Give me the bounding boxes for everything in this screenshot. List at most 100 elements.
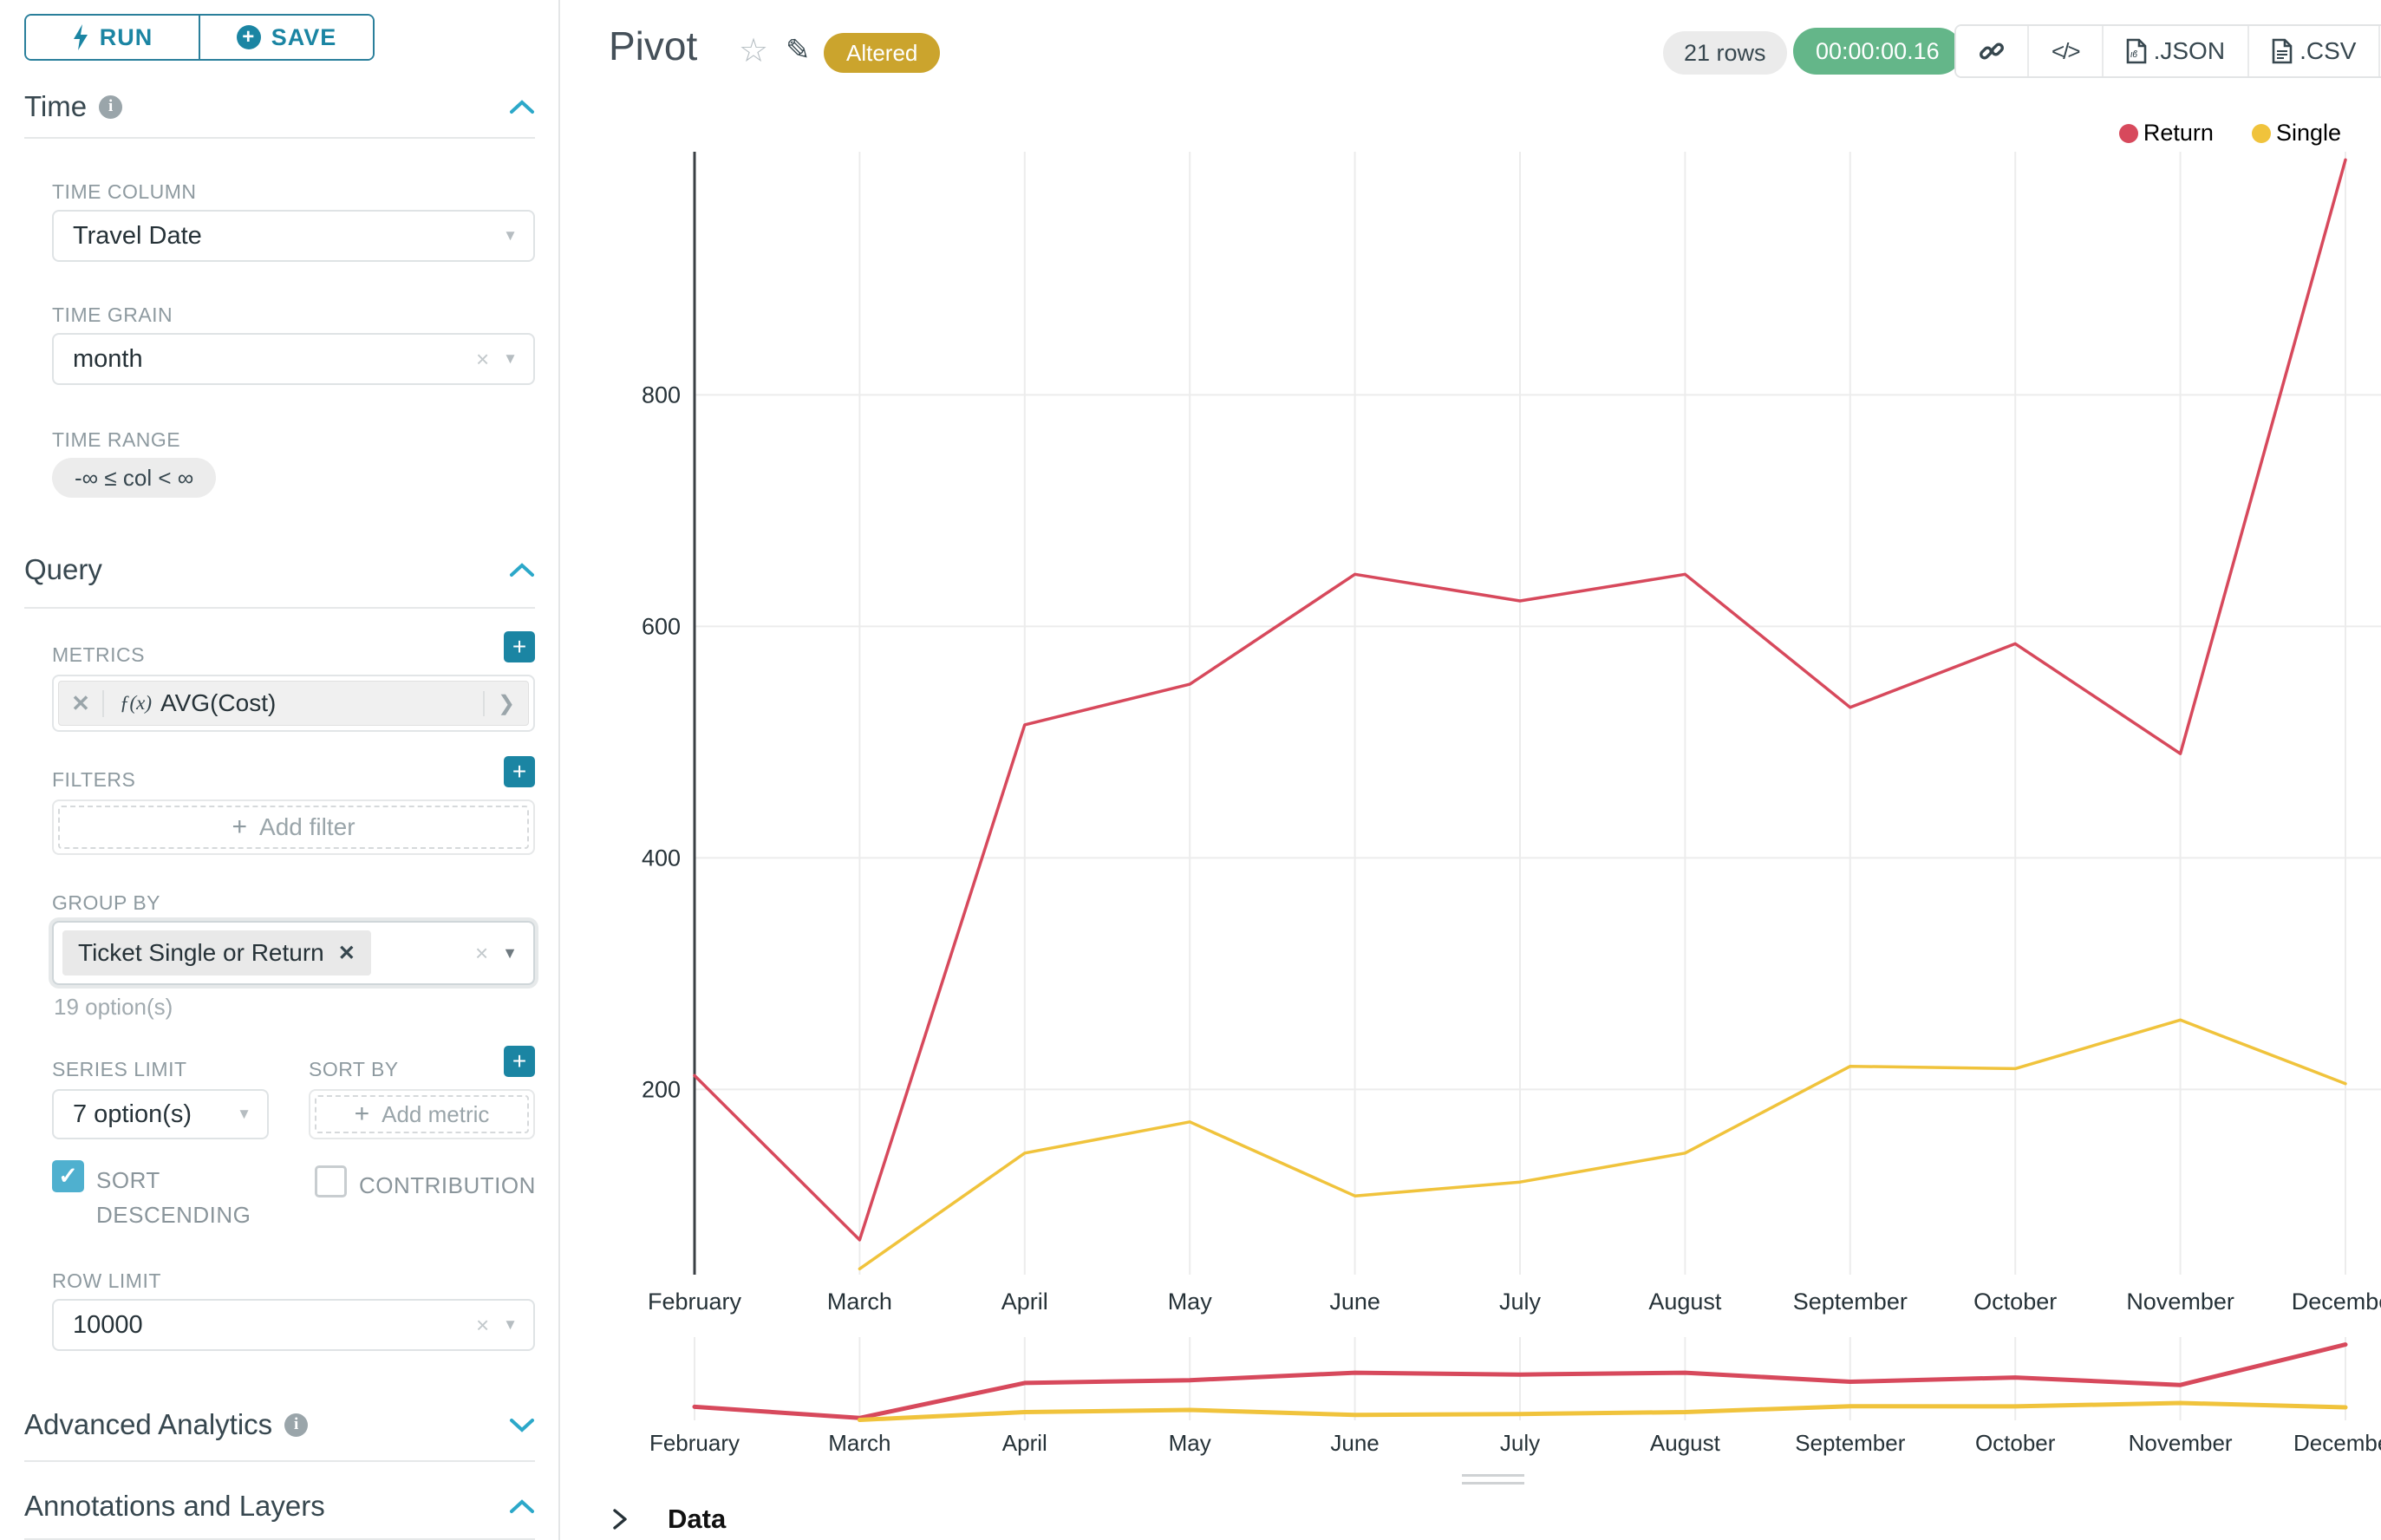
mini-x-axis-tick-label: August: [1650, 1430, 1721, 1456]
series-line-single: [857, 1400, 2348, 1422]
run-save-button-group: RUN + SAVE: [24, 14, 375, 61]
export-toolbar: </> ιϐ .JSON .CSV ≡: [1954, 24, 2381, 78]
save-label: SAVE: [271, 23, 337, 50]
chevron-up-icon[interactable]: [509, 99, 535, 114]
contribution-control[interactable]: CONTRIBUTION: [315, 1165, 540, 1203]
export-json-button[interactable]: ιϐ .JSON: [2101, 26, 2248, 76]
series-limit-value: 7 option(s): [73, 1100, 192, 1128]
info-icon: i: [284, 1413, 309, 1437]
remove-tag-icon[interactable]: ✕: [337, 941, 356, 965]
save-button[interactable]: + SAVE: [199, 16, 373, 59]
clear-icon[interactable]: ×: [475, 345, 490, 372]
x-axis-tick-label: October: [1973, 1289, 2057, 1315]
metric-value: AVG(Cost): [160, 689, 277, 716]
clear-icon[interactable]: ×: [475, 1311, 490, 1338]
clear-icon[interactable]: ×: [474, 939, 489, 966]
add-metric-button[interactable]: +: [504, 631, 535, 662]
groupby-select[interactable]: Ticket Single or Return ✕ × ▼: [52, 921, 535, 985]
legend-item[interactable]: Single: [2251, 120, 2341, 147]
query-section-title: Query: [24, 553, 102, 585]
contribution-checkbox[interactable]: [315, 1165, 347, 1197]
groupby-tag-label: Ticket Single or Return: [78, 939, 324, 966]
groupby-tag[interactable]: Ticket Single or Return ✕: [62, 930, 371, 976]
advanced-analytics-title: Advanced Analytics: [24, 1408, 273, 1440]
chevron-up-icon[interactable]: [509, 1498, 535, 1514]
filters-field: + Add filter: [52, 799, 535, 855]
add-filter-dropzone[interactable]: + Add filter: [58, 806, 529, 849]
expand-metric-icon[interactable]: ❯: [483, 690, 528, 716]
altered-badge[interactable]: Altered: [824, 33, 941, 73]
add-sort-metric-dropzone[interactable]: + Add metric: [315, 1095, 529, 1133]
row-limit-select[interactable]: 10000 × ▼: [52, 1299, 535, 1351]
time-section-header[interactable]: Time i: [24, 88, 535, 125]
range-selector-chart[interactable]: February March April May June July August Septe…: [560, 1337, 2381, 1467]
data-panel-header[interactable]: Data: [610, 1504, 726, 1535]
mini-x-axis-tick-label: November: [2129, 1430, 2233, 1456]
control-panel: RUN + SAVE Time i TIME COLUMN Travel Dat…: [0, 0, 560, 1540]
y-axis-tick-label: 400: [642, 845, 681, 871]
legend-item[interactable]: Return: [2118, 120, 2214, 147]
chart-panel: Pivot ☆ ✎ Altered 21 rows 00:00:00.16 </…: [560, 0, 2381, 1540]
favorite-star-icon[interactable]: ☆: [739, 33, 769, 69]
time-column-select[interactable]: Travel Date ▼: [52, 210, 535, 262]
mini-x-axis-tick-label: March: [828, 1430, 890, 1456]
chevron-right-icon: [613, 1509, 627, 1530]
export-csv-button[interactable]: .CSV: [2247, 26, 2379, 76]
time-grain-value: month: [73, 344, 143, 373]
info-icon: i: [99, 95, 123, 119]
add-sort-metric-button[interactable]: +: [504, 1046, 535, 1077]
panel-resize-handle[interactable]: [1462, 1474, 1524, 1485]
line-chart[interactable]: 200 400 600 800 February March April May June Jul…: [560, 130, 2381, 1337]
row-limit-label: ROW LIMIT: [52, 1269, 161, 1292]
metrics-field: ✕ ƒ(x) AVG(Cost) ❯: [52, 675, 535, 732]
row-limit-value: 10000: [73, 1310, 143, 1339]
remove-metric-icon[interactable]: ✕: [59, 689, 104, 717]
time-column-label: TIME COLUMN: [52, 180, 197, 203]
time-range-pill[interactable]: -∞ ≤ col < ∞: [52, 458, 217, 498]
caret-down-icon: ▼: [502, 943, 518, 962]
row-count-badge: 21 rows: [1663, 31, 1787, 75]
sort-by-field: + Add metric: [309, 1089, 535, 1139]
sort-by-label: SORT BY: [309, 1058, 399, 1080]
add-filter-button[interactable]: +: [504, 756, 535, 787]
lightning-icon: [73, 24, 88, 50]
code-icon: </>: [2052, 37, 2081, 64]
metric-pill[interactable]: ✕ ƒ(x) AVG(Cost) ❯: [58, 681, 529, 726]
query-timer-badge: 00:00:00.16: [1793, 28, 1962, 75]
series-limit-label: SERIES LIMIT: [52, 1058, 187, 1080]
divider: [24, 137, 535, 139]
chevron-up-icon[interactable]: [509, 562, 535, 578]
groupby-options-hint: 19 option(s): [54, 994, 173, 1020]
mini-x-axis-tick-label: May: [1169, 1430, 1211, 1456]
y-axis-tick-label: 600: [642, 613, 681, 639]
run-button[interactable]: RUN: [26, 16, 199, 59]
sort-descending-control[interactable]: ✓ SORT DESCENDING: [52, 1160, 251, 1233]
sort-descending-checkbox[interactable]: ✓: [52, 1160, 84, 1192]
check-icon: ✓: [58, 1163, 78, 1189]
json-button-label: .JSON: [2153, 37, 2226, 64]
series-limit-select[interactable]: 7 option(s) ▼: [52, 1089, 269, 1139]
y-axis-tick-label: 800: [642, 382, 681, 408]
contribution-label: CONTRIBUTION: [359, 1172, 536, 1198]
sort-descending-label: SORT DESCENDING: [96, 1167, 251, 1229]
legend-label: Single: [2275, 120, 2341, 146]
run-label: RUN: [99, 23, 153, 50]
svg-text:ιϐ: ιϐ: [2130, 49, 2137, 60]
caret-down-icon: ▼: [503, 227, 518, 244]
chevron-down-icon[interactable]: [509, 1417, 535, 1432]
time-grain-select[interactable]: month × ▼: [52, 333, 535, 385]
mini-x-axis-tick-label: December: [2293, 1430, 2381, 1456]
query-section-header[interactable]: Query: [24, 551, 535, 588]
chart-menu-button[interactable]: ≡: [2378, 26, 2381, 76]
annotations-layers-header[interactable]: Annotations and Layers: [24, 1488, 535, 1524]
legend-dot-icon: [2251, 123, 2271, 143]
link-icon: [1980, 42, 2004, 60]
advanced-analytics-header[interactable]: Advanced Analytics i: [24, 1406, 535, 1443]
series-line-return: [693, 158, 2347, 1242]
x-axis-tick-label: May: [1168, 1289, 1213, 1315]
time-section-title: Time: [24, 90, 88, 122]
edit-title-icon[interactable]: ✎: [786, 34, 811, 67]
view-query-button[interactable]: </>: [2027, 26, 2102, 76]
csv-file-icon: [2272, 38, 2293, 64]
share-link-button[interactable]: [1956, 26, 2027, 76]
